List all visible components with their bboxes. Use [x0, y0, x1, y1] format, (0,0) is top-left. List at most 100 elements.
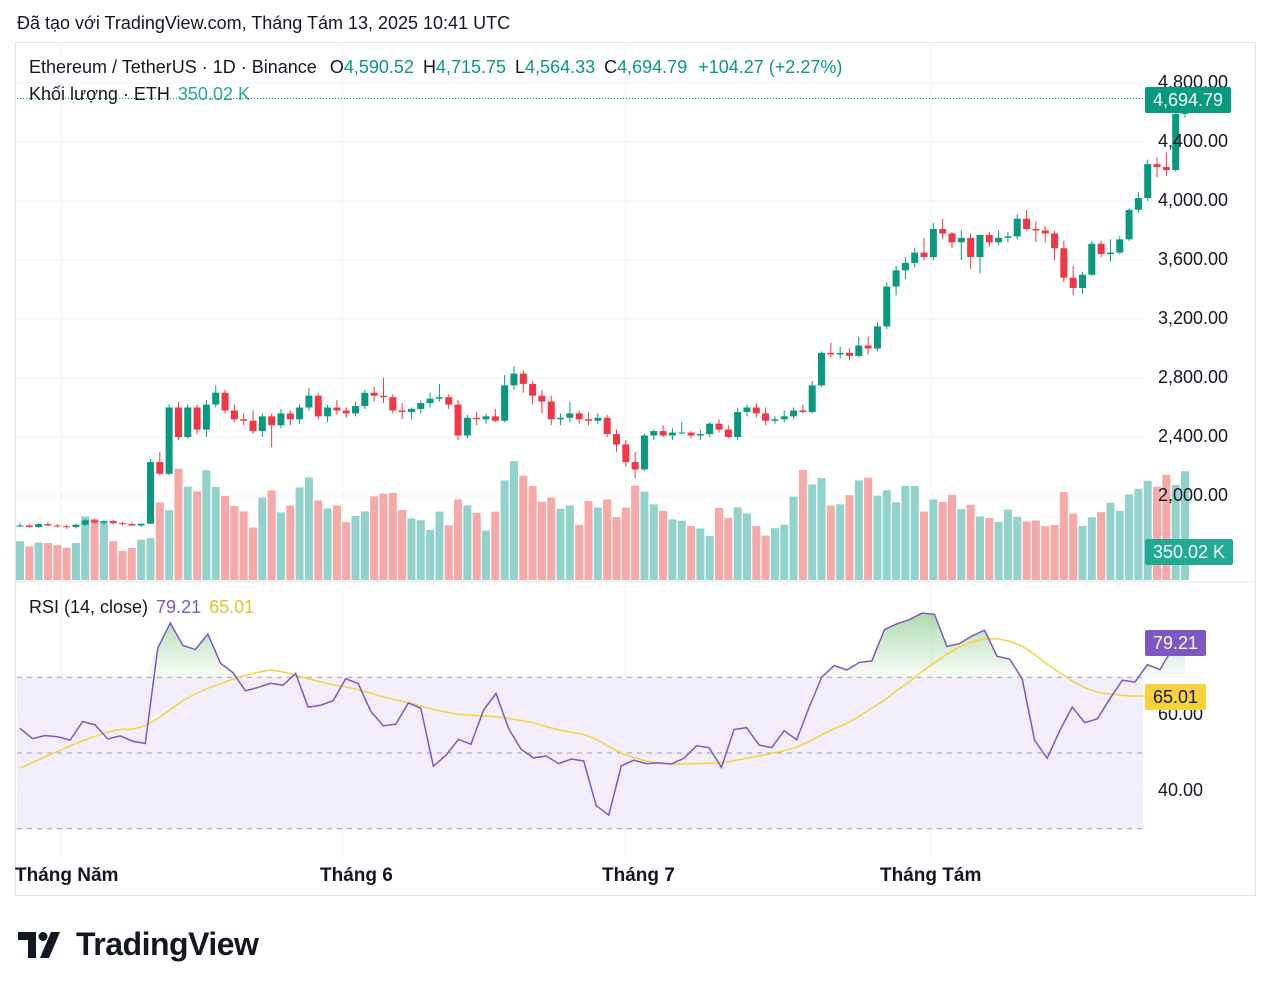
volume-bar [146, 538, 155, 580]
volume-bar [649, 504, 658, 580]
volume-bar [575, 524, 584, 580]
candle-body [939, 229, 947, 234]
candle-body [277, 413, 285, 426]
volume-bar [985, 518, 994, 580]
change-value: +104.27 (+2.27%) [698, 57, 843, 77]
candle-body [63, 526, 71, 528]
volume-bar [407, 518, 416, 580]
volume-bar [174, 468, 183, 580]
candle-body [1097, 243, 1105, 255]
candle-body [659, 431, 667, 436]
candle-body [53, 525, 61, 527]
candle-body [286, 413, 294, 420]
candle-body [799, 410, 807, 412]
low-value: 4,564.33 [525, 57, 596, 77]
candle-body [752, 407, 760, 414]
volume-bar [612, 517, 621, 580]
volume-bar [826, 505, 835, 580]
high-label: H [422, 57, 436, 77]
volume-bar [519, 475, 528, 580]
volume-bar [43, 543, 52, 580]
candle-body [976, 234, 984, 258]
volume-bar [603, 499, 612, 580]
candle-body [370, 392, 378, 396]
candle-body [724, 429, 732, 437]
candle-body [696, 434, 704, 436]
candle-body [268, 416, 276, 426]
volume-bar [761, 535, 770, 580]
candle-body [72, 524, 80, 527]
volume-bar [472, 513, 481, 580]
candle-body [230, 410, 238, 420]
candle-body [174, 407, 182, 437]
volume-bar [901, 485, 910, 580]
volume-bar [547, 497, 556, 580]
candle-body [668, 432, 676, 436]
volume-bar [1003, 509, 1012, 580]
candle-body [445, 397, 453, 405]
candle-body [240, 419, 248, 421]
candle-body [1051, 233, 1059, 249]
candle-body [44, 524, 52, 526]
volume-bar [398, 510, 407, 580]
volume-bar [53, 545, 62, 580]
volume-bar [1106, 502, 1115, 580]
rsi-ma-badge: 65.01 [1145, 684, 1207, 710]
candle-body [762, 413, 770, 421]
volume-bar [491, 511, 500, 580]
rsi-line [19, 612, 1186, 817]
volume-bar [910, 486, 919, 580]
volume-bar [631, 485, 640, 580]
candle-body [1088, 243, 1096, 275]
price-tick: 3,200.00 [1158, 308, 1229, 328]
candle-body [845, 352, 853, 356]
time-tick: Tháng 6 [320, 865, 393, 886]
volume-bar [966, 504, 975, 580]
candle-body [81, 520, 89, 525]
volume-bar [640, 491, 649, 580]
candle-body [314, 395, 322, 417]
volume-bar [137, 539, 146, 580]
volume-bar [975, 516, 984, 580]
candle-body [491, 416, 499, 421]
candle-body [790, 410, 798, 417]
candle-body [193, 407, 201, 430]
candle-body [622, 444, 630, 463]
volume-bar [183, 486, 192, 580]
volume-bar [696, 528, 705, 580]
volume-value: 350.02 K [177, 84, 250, 104]
volume-label[interactable]: Khối lượng · ETH [29, 84, 170, 104]
volume-bar [90, 519, 99, 580]
candle-body [883, 286, 891, 327]
volume-bar [705, 536, 714, 580]
symbol-title[interactable]: Ethereum / TetherUS · 1D · Binance [29, 57, 317, 77]
time-tick: Tháng Năm [15, 865, 119, 886]
close-label: C [604, 57, 618, 77]
candle-body [808, 385, 816, 412]
volume-bar [304, 477, 313, 580]
volume-bar [845, 495, 854, 580]
candle-body [109, 521, 117, 524]
volume-bar [770, 528, 779, 580]
low-label: L [515, 57, 526, 77]
candle-body [249, 420, 257, 432]
candle-body [100, 521, 108, 523]
candle-body [296, 407, 304, 420]
candle-body [221, 392, 229, 411]
volume-bar [1050, 525, 1059, 580]
candle-body [379, 395, 387, 398]
volume-bar [426, 530, 435, 580]
volume-header: Khối lượng · ETH 350.02 K [29, 84, 250, 105]
rsi-label[interactable]: RSI (14, close) [29, 597, 149, 617]
volume-bar [323, 508, 332, 580]
candle-body [407, 408, 415, 412]
volume-bar [500, 480, 509, 580]
candle-body [91, 520, 99, 523]
volume-bar [593, 507, 602, 580]
volume-bar [1041, 526, 1050, 580]
chart-frame[interactable] [15, 42, 1256, 896]
tradingview-logo[interactable]: TradingView [18, 926, 259, 963]
volume-bar [798, 470, 807, 580]
volume-bar [314, 500, 323, 580]
